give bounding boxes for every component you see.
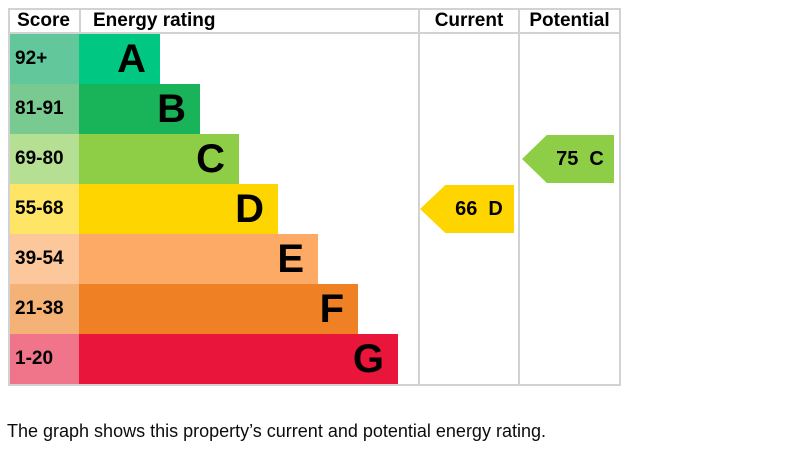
- current-rating-value: 66: [455, 197, 478, 220]
- epc-rating-chart: Score Energy rating Current Potential 92…: [8, 8, 621, 386]
- header-divider: [8, 32, 621, 34]
- band-letter: A: [117, 37, 146, 81]
- band-rows: 92+ A 81-91 B 69-80 C 55-68 D 39-54 E 21-38 F 1-20 G: [8, 34, 621, 384]
- score-range: 81-91: [10, 84, 79, 134]
- chart-caption: The graph shows this property’s current …: [7, 421, 546, 441]
- band-bar-b: B: [79, 84, 200, 134]
- table-border-top: [8, 8, 621, 10]
- band-bar-e: E: [79, 234, 318, 284]
- band-bar-a: A: [79, 34, 160, 84]
- potential-rating-band: C: [589, 147, 604, 170]
- score-range: 55-68: [10, 184, 79, 234]
- header-score: Score: [17, 10, 70, 31]
- score-range: 1-20: [10, 334, 79, 384]
- epc-row-d: 55-68 D: [8, 184, 621, 234]
- band-bar-g: G: [79, 334, 398, 384]
- score-column-divider: [79, 10, 81, 32]
- header-energy-rating: Energy rating: [93, 10, 216, 31]
- band-letter: B: [157, 87, 186, 131]
- header-current: Current: [434, 10, 504, 31]
- current-rating-band: D: [488, 197, 503, 220]
- epc-row-f: 21-38 F: [8, 284, 621, 334]
- table-border-left: [8, 8, 10, 386]
- score-range: 21-38: [10, 284, 79, 334]
- band-letter: G: [352, 337, 384, 381]
- epc-row-a: 92+ A: [8, 34, 621, 84]
- band-bar-c: C: [79, 134, 239, 184]
- table-border-bottom: [8, 384, 621, 386]
- band-bar-f: F: [79, 284, 358, 334]
- potential-rating-value: 75: [556, 147, 579, 170]
- band-letter: F: [319, 287, 344, 331]
- current-column-divider: [418, 10, 420, 384]
- potential-column-divider: [518, 10, 520, 384]
- band-bar-d: D: [79, 184, 278, 234]
- epc-row-e: 39-54 E: [8, 234, 621, 284]
- epc-row-c: 69-80 C: [8, 134, 621, 184]
- score-range: 92+: [10, 34, 79, 84]
- score-range: 39-54: [10, 234, 79, 284]
- table-border-right: [619, 8, 621, 386]
- band-letter: E: [277, 237, 304, 281]
- score-range: 69-80: [10, 134, 79, 184]
- epc-row-g: 1-20 G: [8, 334, 621, 384]
- band-letter: C: [196, 137, 225, 181]
- header-potential: Potential: [529, 10, 610, 31]
- epc-row-b: 81-91 B: [8, 84, 621, 134]
- band-letter: D: [235, 187, 264, 231]
